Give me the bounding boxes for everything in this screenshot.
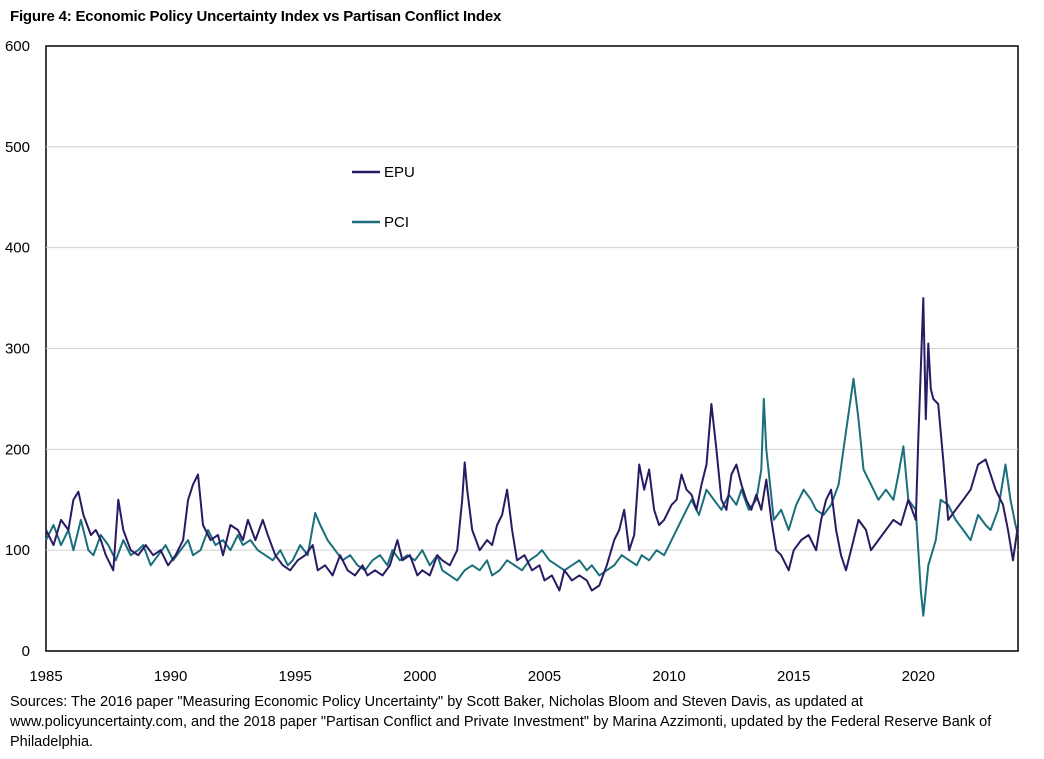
x-tick-label: 2010 xyxy=(652,668,685,685)
y-tick-label: 500 xyxy=(5,139,30,156)
y-axis-ticks: 0 100 200 300 400 500 600 xyxy=(5,38,30,660)
gridlines xyxy=(46,146,1018,551)
legend-label-pci: PCI xyxy=(384,214,409,231)
x-tick-label: 1990 xyxy=(154,668,187,685)
y-tick-label: 300 xyxy=(5,341,30,358)
x-tick-label: 1995 xyxy=(279,668,312,685)
legend: EPU PCI xyxy=(352,164,415,231)
series-line-pci xyxy=(45,377,1019,617)
source-note: Sources: The 2016 paper "Measuring Econo… xyxy=(10,694,992,750)
y-tick-label: 100 xyxy=(5,542,30,559)
y-tick-label: 600 xyxy=(5,38,30,55)
figure-title: Figure 4: Economic Policy Uncertainty In… xyxy=(10,8,502,25)
x-tick-label: 2000 xyxy=(403,668,436,685)
y-tick-label: 400 xyxy=(5,240,30,257)
x-tick-label: 2005 xyxy=(528,668,561,685)
x-tick-label: 1985 xyxy=(29,668,62,685)
x-tick-label: 2020 xyxy=(902,668,935,685)
y-tick-label: 0 xyxy=(22,643,30,660)
x-tick-label: 2015 xyxy=(777,668,810,685)
series-lines xyxy=(45,297,1019,617)
y-tick-label: 200 xyxy=(5,441,30,458)
x-axis-ticks: 1985 1990 1995 2000 2005 2010 2015 2020 xyxy=(29,668,935,685)
legend-label-epu: EPU xyxy=(384,164,415,181)
series-line-epu xyxy=(45,297,1019,592)
chart-canvas: 0 100 200 300 400 500 600 1985 1990 1995 2000 2005… xyxy=(5,38,1019,685)
